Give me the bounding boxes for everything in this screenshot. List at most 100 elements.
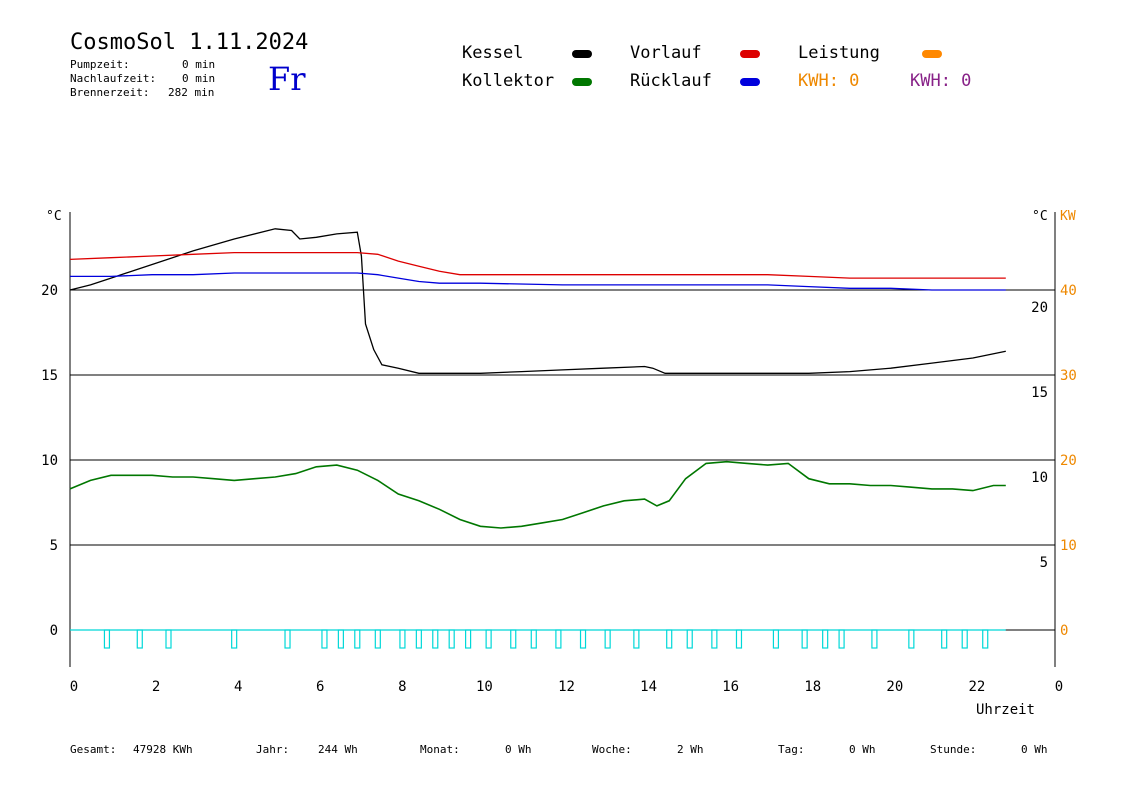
legend-vorlauf-swatch: [740, 50, 760, 58]
y-tick-label-left: 5: [50, 538, 58, 554]
pump-pulse: [579, 629, 587, 649]
y-tick-label-kw: 0: [1060, 623, 1068, 639]
x-tick-label: 0: [70, 679, 78, 695]
legend-ruecklauf-swatch: [740, 78, 760, 86]
footer-monat-label: Monat:: [420, 743, 460, 756]
y-tick-label-kw: 10: [1060, 538, 1077, 554]
brennerzeit-value: 282 min: [168, 86, 215, 99]
footer-woche-value: 2 Wh: [677, 743, 704, 756]
x-tick-label: 6: [316, 679, 324, 695]
nachlaufzeit-label: Nachlaufzeit:: [70, 72, 157, 85]
ruecklauf-line: [70, 272, 1006, 291]
pump-pulse: [666, 629, 673, 649]
y-axis-unit-left: °C: [46, 209, 62, 224]
y-tick-label-kw: 20: [1060, 453, 1077, 469]
footer-tag-label: Tag:: [778, 743, 805, 756]
pump-pulse: [871, 629, 878, 649]
footer-gesamt-value: 47928 KWh: [133, 743, 193, 756]
y-tick-label-right: 5: [1040, 555, 1048, 571]
x-axis-title: Uhrzeit: [976, 702, 1035, 718]
pump-pulse: [822, 629, 829, 649]
pump-pulse: [801, 629, 808, 649]
pump-pulse: [415, 629, 422, 649]
pump-pulse: [337, 629, 344, 649]
pump-pulse: [772, 629, 780, 649]
pump-pulse: [165, 629, 172, 649]
legend-kessel-swatch: [572, 50, 592, 58]
pump-pulse: [711, 629, 718, 649]
kollektor-line: [69, 460, 1006, 529]
x-tick-label: 8: [398, 679, 406, 695]
pump-pulse: [908, 629, 915, 649]
pump-pulse: [555, 629, 562, 649]
x-tick-label: 20: [886, 679, 903, 695]
legend-kollektor: Kollektor: [462, 71, 555, 91]
pump-pulse: [941, 629, 948, 649]
pumpzeit-label: Pumpzeit:: [70, 58, 130, 71]
pump-pulse: [510, 629, 517, 649]
footer-woche-label: Woche:: [592, 743, 632, 756]
pumpzeit-value: 0 min: [182, 58, 216, 71]
pump-pulse: [321, 629, 328, 649]
pump-pulse: [604, 629, 611, 649]
page-title: CosmoSol 1.11.2024: [70, 30, 309, 55]
x-tick-label: 4: [234, 679, 242, 695]
y-tick-label-left: 15: [41, 368, 58, 384]
legend-vorlauf: Vorlauf: [630, 43, 702, 63]
y-tick-label-left: 10: [41, 453, 58, 469]
weekday: Fr: [268, 60, 306, 98]
footer-stunde-label: Stunde:: [930, 743, 977, 756]
pump-pulse: [103, 629, 111, 649]
pump-pulse: [465, 629, 472, 649]
pump-pulse: [530, 629, 537, 649]
legend-ruecklauf: Rücklauf: [630, 71, 712, 91]
x-tick-label: 2: [152, 679, 160, 695]
y-tick-label-right: 10: [1031, 470, 1048, 486]
pump-pulse: [735, 629, 743, 649]
y-tick-label-kw: 30: [1060, 368, 1077, 384]
y-axis-unit-right: °C: [1032, 209, 1048, 224]
y-tick-label-right: 15: [1031, 385, 1048, 401]
kwh-purple: KWH: 0: [910, 71, 972, 91]
pump-pulse: [838, 629, 845, 649]
x-tick-label: 14: [640, 679, 657, 695]
pump-pulse: [961, 629, 968, 649]
pump-pulse: [485, 629, 492, 649]
y-tick-label-left: 20: [41, 283, 58, 299]
footer-gesamt-label: Gesamt:: [70, 743, 117, 756]
x-tick-label: 12: [558, 679, 575, 695]
pump-pulse: [354, 629, 361, 649]
pump-pulse: [136, 629, 143, 649]
kwh-orange: KWH: 0: [798, 71, 860, 91]
pump-pulse: [284, 629, 291, 649]
pump-pulse: [399, 629, 406, 649]
footer-stunde-value: 0 Wh: [1021, 743, 1048, 756]
x-tick-label: 10: [476, 679, 493, 695]
legend-kessel: Kessel: [462, 43, 524, 63]
footer-jahr-value: 244 Wh: [318, 743, 358, 756]
legend-kollektor-swatch: [572, 78, 592, 86]
footer-monat-value: 0 Wh: [505, 743, 532, 756]
y-axis-unit-kw: KW: [1060, 209, 1076, 224]
x-tick-label: 16: [722, 679, 739, 695]
pump-pulse: [633, 629, 640, 649]
legend-leistung: Leistung: [798, 43, 880, 63]
legend-leistung-swatch: [922, 50, 942, 58]
pump-pulse: [982, 629, 989, 649]
y-tick-label-kw: 40: [1060, 283, 1077, 299]
x-tick-label: 18: [804, 679, 821, 695]
y-tick-label-left: 0: [50, 623, 58, 639]
brennerzeit-label: Brennerzeit:: [70, 86, 150, 99]
x-tick-label: 0: [1055, 679, 1063, 695]
vorlauf-line: [69, 251, 1006, 279]
x-tick-label: 22: [968, 679, 985, 695]
footer-jahr-label: Jahr:: [256, 743, 290, 756]
pump-pulse: [432, 629, 439, 649]
pump-pulse: [686, 629, 693, 649]
pump-pulse: [374, 629, 381, 649]
nachlaufzeit-value: 0 min: [182, 72, 216, 85]
pump-pulse: [231, 629, 238, 649]
y-tick-label-right: 20: [1031, 300, 1048, 316]
footer-tag-value: 0 Wh: [849, 743, 876, 756]
